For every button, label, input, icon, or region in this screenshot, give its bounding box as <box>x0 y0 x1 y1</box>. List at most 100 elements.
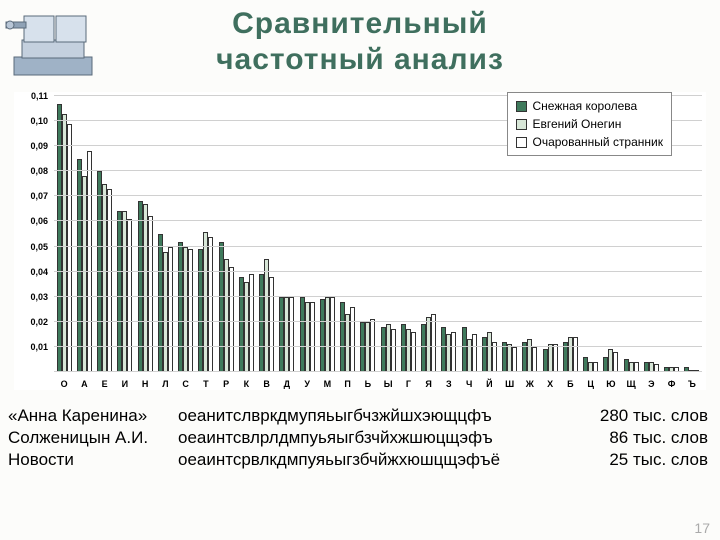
y-tick-label: 0,01 <box>30 342 54 352</box>
bar-group <box>459 96 479 372</box>
text-source: Солженицын А.И. <box>8 428 178 448</box>
bar <box>289 297 294 372</box>
page-title: Сравнительный частотный анализ <box>0 0 720 78</box>
bar <box>553 344 558 372</box>
bar <box>148 216 153 372</box>
bar <box>573 337 578 372</box>
text-source: Новости <box>8 450 178 470</box>
bar-group <box>317 96 337 372</box>
legend-swatch <box>516 101 527 112</box>
bar-group <box>297 96 317 372</box>
bar <box>512 347 517 372</box>
chart-x-labels: ОАЕИНЛСТРКВДУМПЬЫГЯЗЧЙШЖХБЦЮЩЭФЪ <box>54 379 702 389</box>
bar <box>208 237 213 372</box>
grid-line <box>54 271 702 272</box>
y-tick-label: 0,06 <box>30 216 54 226</box>
x-tick-label: И <box>115 379 135 389</box>
bar <box>350 307 355 372</box>
x-tick-label: Ы <box>378 379 398 389</box>
bar <box>330 297 335 372</box>
text-table: «Анна Каренина»оеанитслвркдмупяьыгбчзжйш… <box>8 404 708 472</box>
y-tick-label: 0,11 <box>31 91 54 101</box>
title-line2: частотный анализ <box>0 42 720 78</box>
bar-group <box>682 96 702 372</box>
legend-label: Евгений Онегин <box>533 117 622 131</box>
bar <box>229 267 234 372</box>
x-tick-label: Ь <box>358 379 378 389</box>
x-tick-label: В <box>257 379 277 389</box>
x-tick-label: Й <box>479 379 499 389</box>
grid-line <box>54 371 702 372</box>
text-sequence: оеаинтсвлрлдмпуьяыгбзчйхжшюцщэфъ <box>178 428 588 448</box>
bar <box>613 352 618 372</box>
legend-item: Снежная королева <box>516 97 664 115</box>
x-tick-label: Х <box>540 379 560 389</box>
bar-group <box>419 96 439 372</box>
x-tick-label: Н <box>135 379 155 389</box>
chart-legend: Снежная королева Евгений Онегин Очарованны… <box>507 92 673 156</box>
x-tick-label: У <box>297 379 317 389</box>
bar-group <box>479 96 499 372</box>
grid-line <box>54 296 702 297</box>
bar-group <box>338 96 358 372</box>
x-tick-label: С <box>176 379 196 389</box>
grid-line <box>54 346 702 347</box>
grid-line <box>54 170 702 171</box>
bar-group <box>257 96 277 372</box>
x-tick-label: Р <box>216 379 236 389</box>
legend-swatch <box>516 119 527 130</box>
bar-group <box>358 96 378 372</box>
bar <box>451 332 456 372</box>
bar-group <box>378 96 398 372</box>
bar-group <box>135 96 155 372</box>
text-count: 25 тыс. слов <box>588 450 708 470</box>
bar <box>107 189 112 372</box>
x-tick-label: Ц <box>581 379 601 389</box>
bar <box>168 247 173 372</box>
x-tick-label: Л <box>155 379 175 389</box>
bar-group <box>236 96 256 372</box>
metal-vise-icon <box>4 2 104 87</box>
bar <box>67 124 72 372</box>
bar <box>472 334 477 372</box>
slide-page: Сравнительный частотный анализ Снежная к… <box>0 0 720 540</box>
x-tick-label: Д <box>277 379 297 389</box>
text-sequence: оеанитслвркдмупяьыгбчзжйшхэющцфъ <box>178 406 588 426</box>
y-tick-label: 0,10 <box>30 116 54 126</box>
text-sequence: оеаинтсрвлкдмпуяьыгзбчйжхюшцщэфъё <box>178 450 588 470</box>
text-count: 280 тыс. слов <box>588 406 708 426</box>
legend-item: Очарованный странник <box>516 133 664 151</box>
x-tick-label: А <box>74 379 94 389</box>
bar-group <box>95 96 115 372</box>
x-tick-label: Щ <box>621 379 641 389</box>
text-source: «Анна Каренина» <box>8 406 178 426</box>
text-count: 86 тыс. слов <box>588 428 708 448</box>
legend-label: Очарованный странник <box>533 135 664 149</box>
bar-group <box>74 96 94 372</box>
x-tick-label: М <box>317 379 337 389</box>
x-tick-label: Ъ <box>682 379 702 389</box>
y-tick-label: 0,04 <box>30 267 54 277</box>
x-tick-label: Г <box>398 379 418 389</box>
x-tick-label: Ю <box>601 379 621 389</box>
x-tick-label: К <box>236 379 256 389</box>
bar <box>188 249 193 372</box>
page-number: 17 <box>694 520 710 536</box>
x-tick-label: Э <box>641 379 661 389</box>
x-tick-label: Б <box>560 379 580 389</box>
bar-group <box>155 96 175 372</box>
frequency-chart: Снежная королева Евгений Онегин Очарованны… <box>14 92 706 390</box>
bar <box>87 151 92 372</box>
bar-group <box>196 96 216 372</box>
bar <box>532 347 537 372</box>
bar <box>249 274 254 372</box>
bar <box>431 314 436 372</box>
x-tick-label: З <box>439 379 459 389</box>
bar-group <box>398 96 418 372</box>
bar-group <box>216 96 236 372</box>
x-tick-label: Т <box>196 379 216 389</box>
bar <box>269 277 274 372</box>
text-row: Новостиоеаинтсрвлкдмпуяьыгзбчйжхюшцщэфъё… <box>8 450 708 470</box>
text-row: «Анна Каренина»оеанитслвркдмупяьыгбчзжйш… <box>8 406 708 426</box>
legend-swatch <box>516 137 527 148</box>
